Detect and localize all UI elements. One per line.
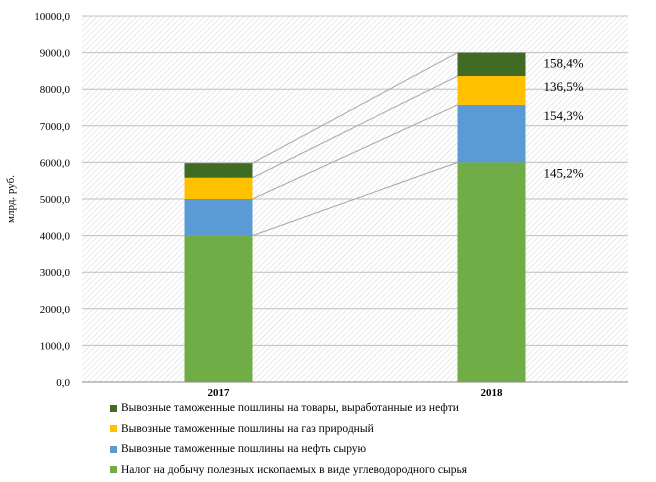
y-tick-label: 10000,0 bbox=[34, 11, 70, 23]
growth-label: 154,3% bbox=[544, 108, 584, 123]
legend-swatch bbox=[110, 425, 117, 433]
legend-label: Налог на добычу полезных ископаемых в ви… bbox=[121, 463, 468, 476]
legend-label: Вывозные таможенные пошлины на газ приро… bbox=[121, 422, 374, 435]
legend-item: Вывозные таможенные пошлины на нефть сыр… bbox=[110, 439, 467, 460]
y-tick-label: 2000,0 bbox=[40, 304, 71, 316]
growth-labels: 145,2% 154,3% 136,5% 158,4% bbox=[544, 56, 584, 181]
bar-segment bbox=[457, 76, 526, 105]
connector-line bbox=[252, 52, 458, 164]
legend: Вывозные таможенные пошлины на товары, в… bbox=[110, 398, 467, 480]
bar-segment bbox=[184, 199, 253, 236]
y-tick-label: 6000,0 bbox=[40, 157, 71, 169]
y-tick-label: 5000,0 bbox=[40, 194, 71, 206]
bar-segment bbox=[184, 235, 253, 382]
legend-swatch bbox=[110, 404, 117, 412]
connector-line bbox=[252, 161, 458, 237]
y-tick-label: 3000,0 bbox=[40, 267, 71, 279]
y-tick-label: 1000,0 bbox=[40, 340, 71, 352]
bar-segment bbox=[184, 163, 253, 178]
growth-label: 145,2% bbox=[544, 165, 584, 180]
y-tick-label: 8000,0 bbox=[40, 84, 71, 96]
connector-line bbox=[252, 104, 458, 200]
y-tick-label: 0,0 bbox=[56, 377, 70, 389]
legend-swatch bbox=[110, 445, 117, 453]
y-tick-label: 4000,0 bbox=[40, 231, 71, 243]
chart: 0,0 1000,0 2000,0 3000,0 4000,0 5000,0 6000,0 7… bbox=[5, 11, 628, 399]
legend-item: Вывозные таможенные пошлины на товары, в… bbox=[110, 398, 467, 419]
connector-lines bbox=[252, 52, 458, 237]
growth-label: 136,5% bbox=[544, 79, 584, 94]
x-tick-label: 2017 bbox=[208, 387, 231, 399]
y-tick-label: 7000,0 bbox=[40, 121, 71, 133]
bar-segment bbox=[184, 177, 253, 199]
gridlines bbox=[82, 15, 628, 346]
bar-segment bbox=[457, 104, 526, 163]
y-tick-label: 9000,0 bbox=[40, 48, 71, 60]
legend-label: Вывозные таможенные пошлины на товары, в… bbox=[121, 402, 459, 415]
x-tick-labels: 2017 2018 bbox=[208, 387, 504, 399]
bars bbox=[184, 52, 526, 382]
bar-segment bbox=[457, 52, 526, 77]
legend-item: Вывозные таможенные пошлины на газ приро… bbox=[110, 419, 467, 440]
bar-segment bbox=[457, 162, 526, 382]
growth-label: 158,4% bbox=[544, 56, 584, 71]
y-tick-labels: 0,0 1000,0 2000,0 3000,0 4000,0 5000,0 6000,0 7… bbox=[34, 11, 70, 389]
connector-line bbox=[252, 75, 458, 179]
legend-label: Вывозные таможенные пошлины на нефть сыр… bbox=[121, 443, 367, 456]
legend-swatch bbox=[110, 466, 117, 474]
y-axis-label: млрд. руб. bbox=[5, 175, 17, 223]
x-tick-label: 2018 bbox=[481, 387, 504, 399]
legend-item: Налог на добычу полезных ископаемых в ви… bbox=[110, 460, 467, 481]
